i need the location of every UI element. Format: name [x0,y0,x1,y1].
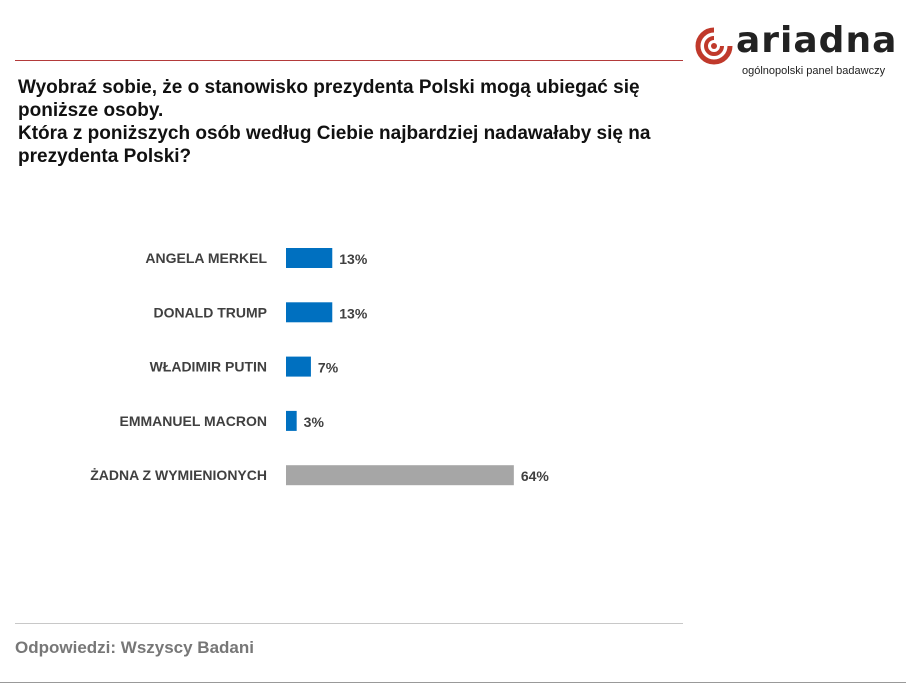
question-text: Wyobraź sobie, że o stanowisko prezydent… [18,76,678,168]
ariadna-logo: ariadna ogólnopolski panel badawczy [694,20,899,82]
footer-divider [15,623,683,624]
footer-note: Odpowiedzi: Wszyscy Badani [15,638,254,657]
question-line-1: Wyobraź sobie, że o stanowisko prezydent… [18,77,640,121]
page-edge [0,682,906,683]
bar [286,465,514,486]
logo-wordmark: ariadna [736,20,898,61]
bar [286,302,333,323]
category-label: ANGELA MERKEL [145,250,267,266]
data-label: 13% [339,305,368,321]
data-label: 13% [339,251,368,267]
category-label: EMMANUEL MACRON [119,413,267,429]
category-label: WŁADIMIR PUTIN [150,359,267,375]
category-label: ŻADNA Z WYMIENIONYCH [90,467,267,483]
category-label: DONALD TRUMP [153,304,267,320]
header-divider [15,60,683,61]
bar [286,410,297,431]
data-label: 7% [318,360,339,376]
question-line-2: Która z poniższych osób według Ciebie na… [18,123,651,167]
data-label: 64% [521,468,550,484]
logo-tagline: ogólnopolski panel badawczy [742,65,886,77]
bar [286,356,311,377]
data-label: 3% [304,414,325,430]
bar-chart: ANGELA MERKEL 13% DONALD TRUMP 13% WŁADIMIR … [90,248,550,486]
logo-spiral-icon [695,27,733,65]
bar [286,248,333,268]
